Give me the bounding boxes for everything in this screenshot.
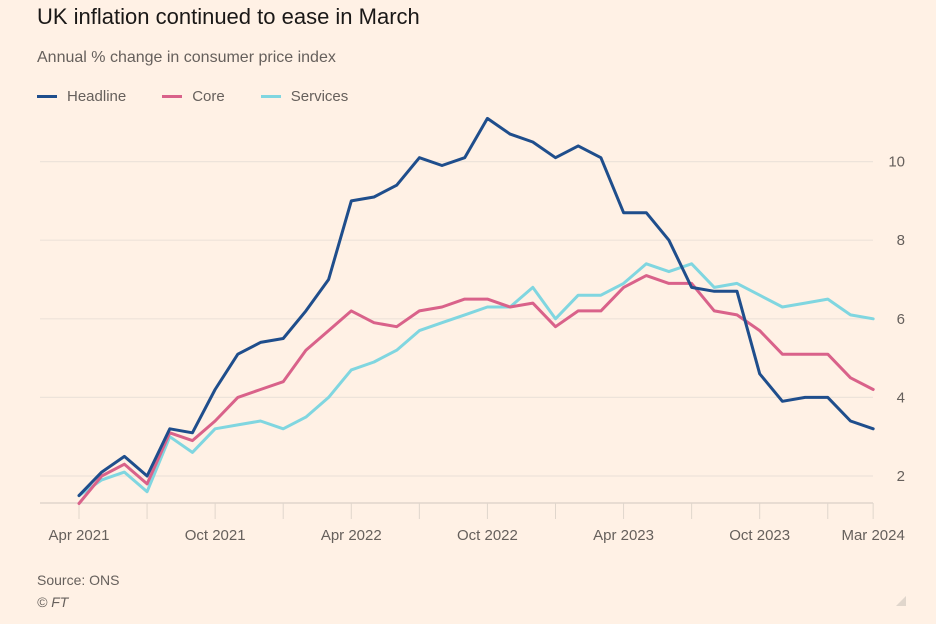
x-tick-label: Oct 2021 (185, 527, 246, 544)
x-tick-label: Apr 2022 (321, 527, 382, 544)
x-tick-label: Apr 2021 (49, 527, 110, 544)
x-tick-label: Apr 2023 (593, 527, 654, 544)
y-tick-label: 2 (897, 468, 905, 485)
legend: Headline Core Services (37, 88, 384, 105)
chart-subtitle: Annual % change in consumer price index (37, 49, 336, 66)
x-axis: Apr 2021 Oct 2021 Apr 2022 Oct 2022 Apr 2023… (40, 502, 905, 544)
x-tick-label: Mar 2024 (841, 527, 904, 544)
legend-label-services: Services (290, 88, 349, 105)
x-tick-label: Oct 2023 (729, 527, 790, 544)
legend-label-headline: Headline (67, 88, 127, 105)
legend-item-core: Core (162, 88, 225, 105)
source-note: Source: ONS (37, 572, 120, 588)
legend-swatch-headline (37, 95, 57, 98)
y-tick-label: 4 (897, 389, 905, 406)
series-line-services (77, 262, 875, 498)
y-tick-label: 10 (888, 154, 905, 171)
legend-swatch-core (162, 95, 183, 98)
y-tick-label: 6 (897, 311, 905, 328)
legend-label-core: Core (192, 88, 225, 105)
resize-handle-icon (896, 596, 906, 606)
legend-swatch-services (260, 95, 281, 98)
series-line-headline (77, 116, 875, 498)
x-tick-label: Oct 2022 (457, 527, 518, 544)
series-lines (77, 116, 875, 505)
copyright-note: © FT (37, 594, 69, 610)
y-axis: 2 4 6 8 10 (888, 154, 905, 485)
chart-title: UK inflation continued to ease in March (37, 4, 420, 29)
legend-item-headline: Headline (37, 88, 126, 105)
y-tick-label: 8 (897, 232, 905, 249)
series-line-core (77, 274, 875, 505)
legend-item-services: Services (260, 88, 349, 105)
